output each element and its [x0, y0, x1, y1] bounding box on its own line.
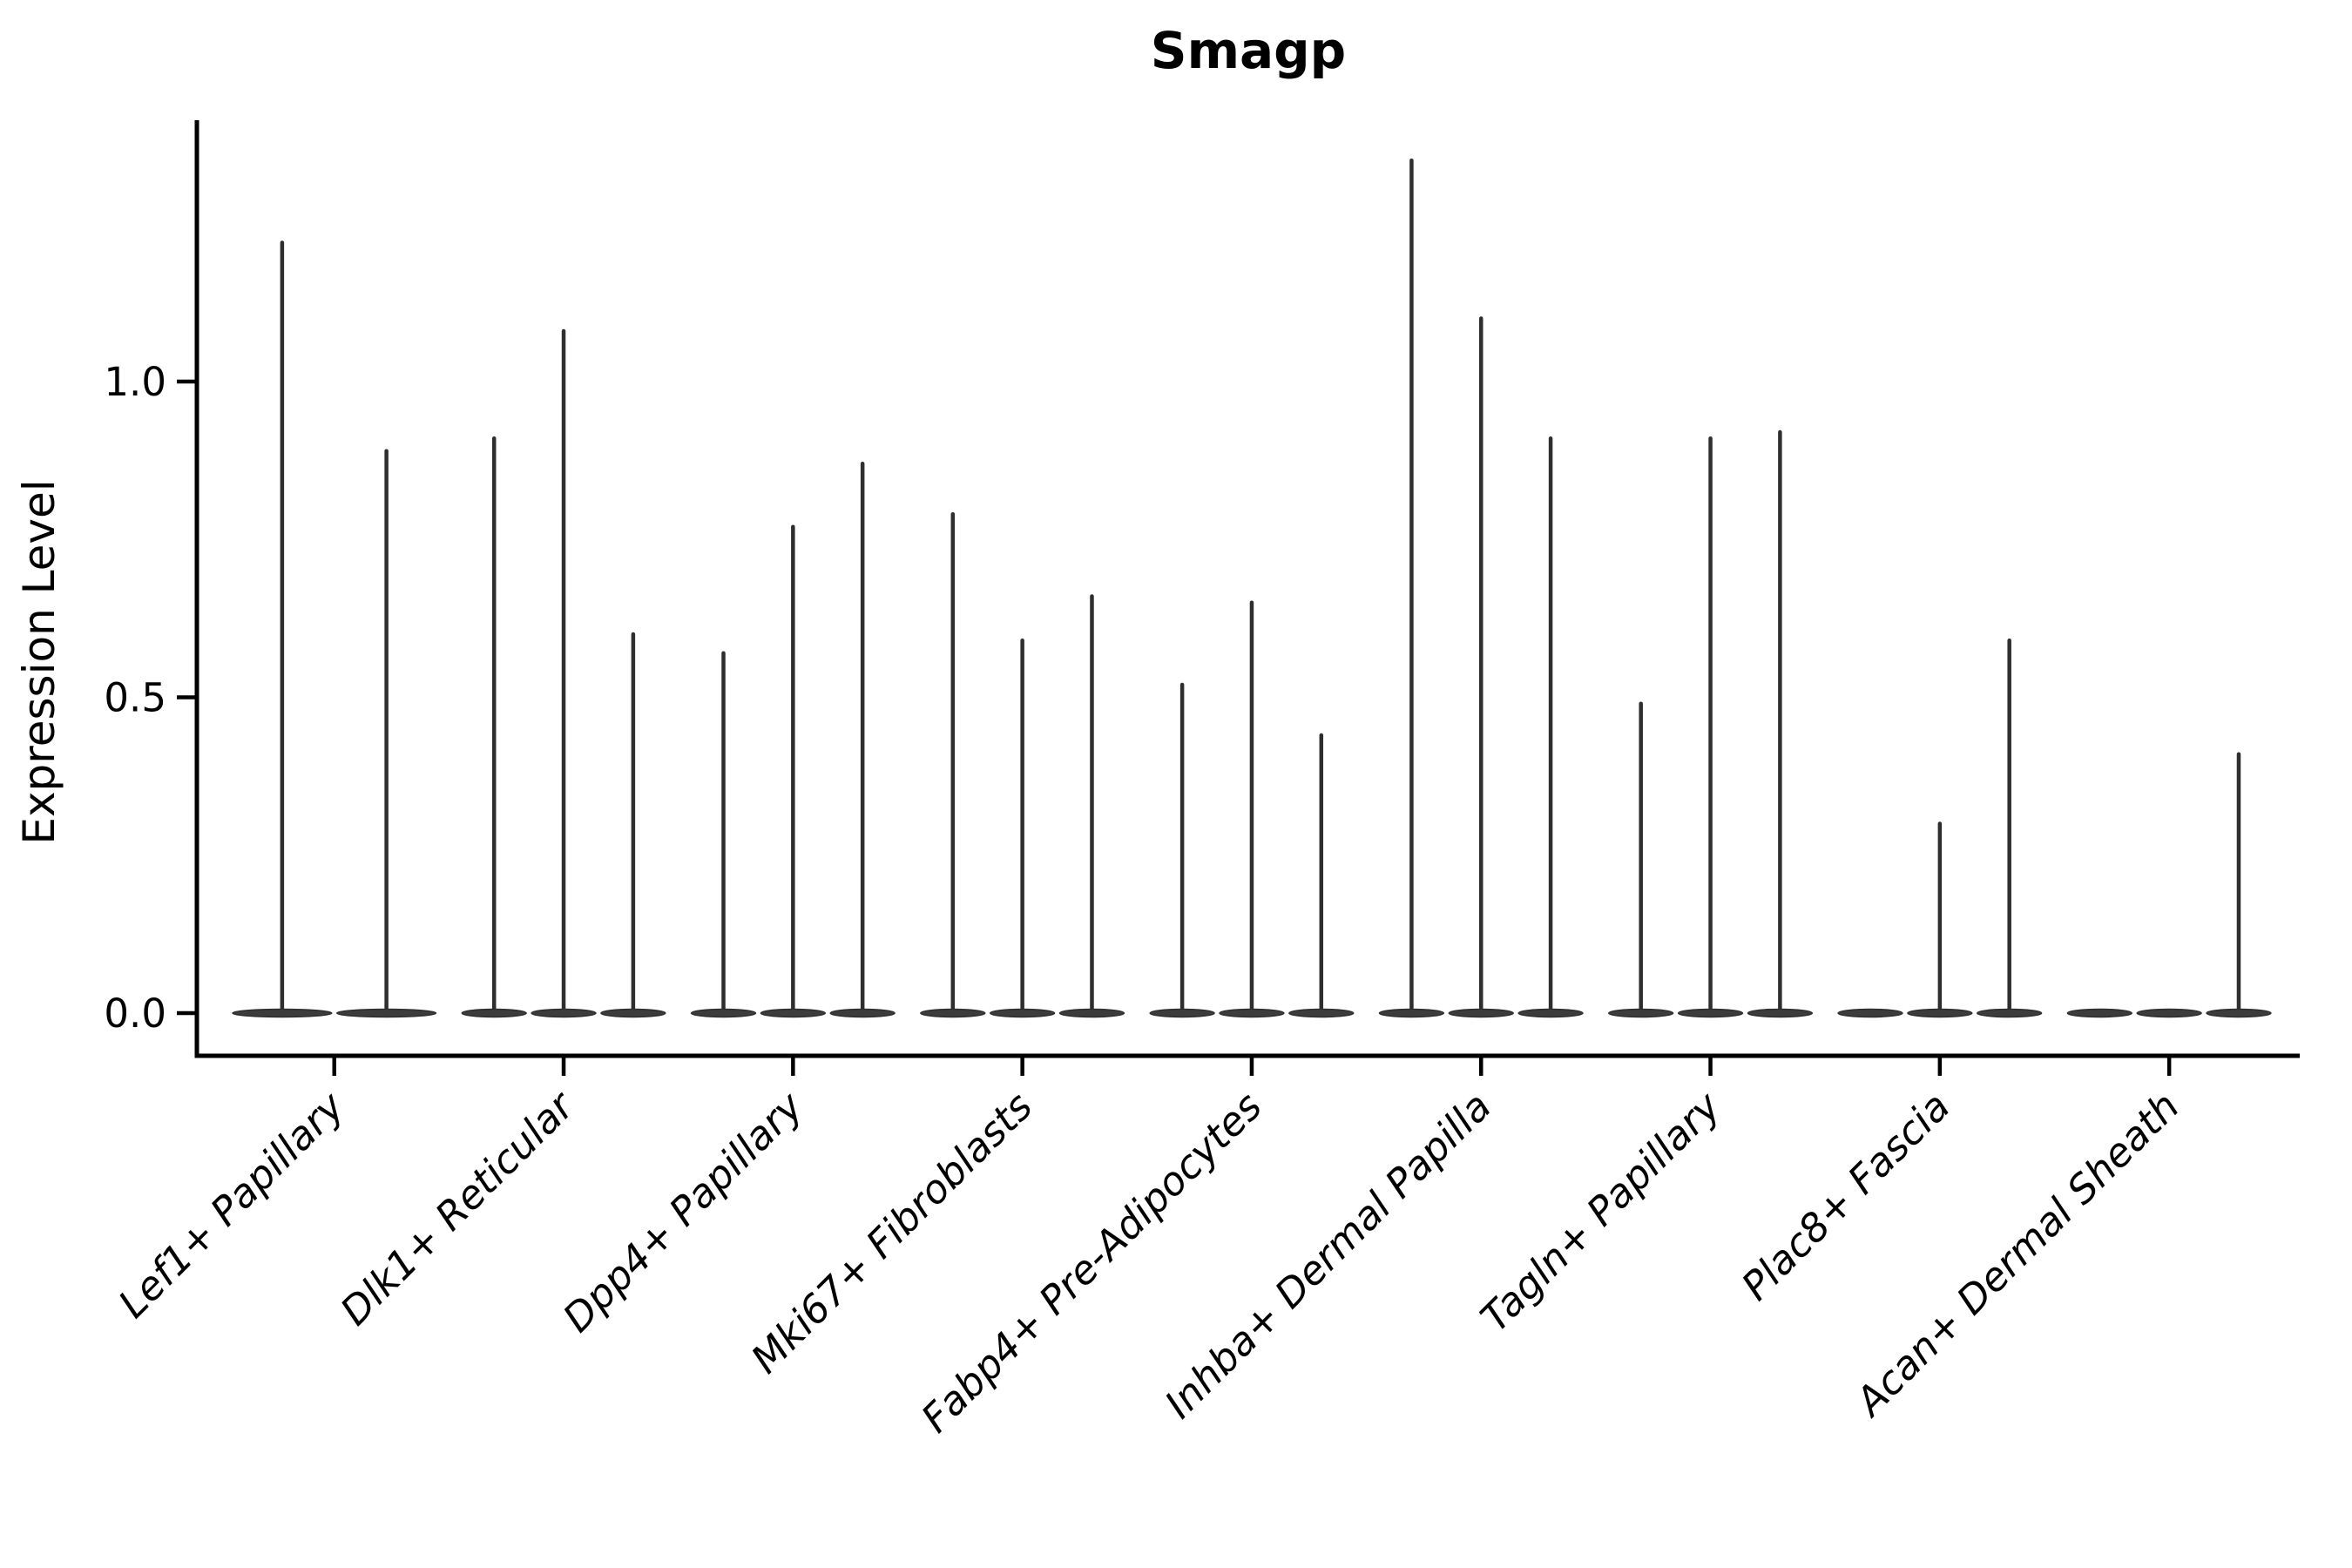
violin-base — [1977, 1008, 2043, 1018]
x-tick-label: Dlk1+ Reticular — [331, 1082, 584, 1335]
y-axis-label: Expression Level — [14, 479, 64, 844]
violin-base — [690, 1008, 757, 1018]
violin-base — [760, 1008, 827, 1018]
violin-base — [1517, 1008, 1584, 1018]
violin-base — [461, 1008, 527, 1018]
y-tick-label: 0.5 — [104, 675, 166, 721]
violin-base — [2206, 1008, 2272, 1018]
x-tick-label: Plac8+ Fascia — [1733, 1083, 1959, 1309]
violin-base — [1288, 1008, 1355, 1018]
violin-base — [336, 1008, 437, 1018]
violin-base — [1058, 1008, 1125, 1018]
violin-base — [600, 1008, 666, 1018]
x-tick-label: Lef1+ Papillary — [110, 1082, 355, 1327]
violin-base — [1149, 1008, 1215, 1018]
violin-base — [1378, 1008, 1445, 1018]
violin-base — [829, 1008, 896, 1018]
violin-base — [989, 1008, 1056, 1018]
chart-title: Smagp — [1151, 21, 1346, 80]
y-tick-label: 0.0 — [104, 990, 166, 1037]
x-tick-label: Dpp4+ Papillary — [554, 1082, 813, 1341]
violin-base — [531, 1008, 597, 1018]
violin-base — [1608, 1008, 1674, 1018]
violin-base — [2066, 1008, 2132, 1018]
violin-base — [1837, 1008, 1903, 1018]
violin-base — [1907, 1008, 1973, 1018]
violin-base — [1219, 1008, 1285, 1018]
violin-base — [1747, 1008, 1814, 1018]
violin-base — [1448, 1008, 1514, 1018]
violin-base — [2136, 1008, 2202, 1018]
x-tick-label: Tagln+ Papillary — [1471, 1082, 1730, 1341]
violin-base — [920, 1008, 986, 1018]
violin-base — [1677, 1008, 1744, 1018]
violin-base — [232, 1008, 333, 1018]
y-tick-label: 1.0 — [104, 359, 166, 405]
